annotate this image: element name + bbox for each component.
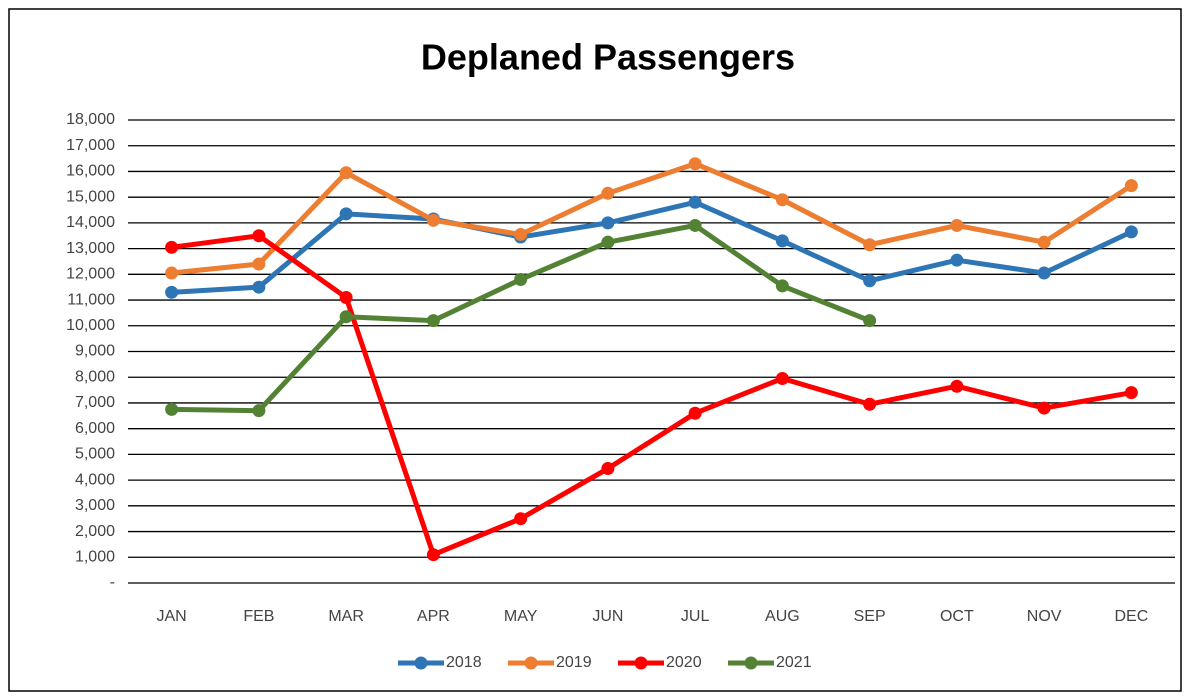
data-point xyxy=(688,218,702,232)
data-point xyxy=(165,402,179,416)
legend-marker xyxy=(744,656,758,670)
data-point xyxy=(252,257,266,271)
data-point xyxy=(601,235,615,249)
y-tick-label: 1,000 xyxy=(75,548,115,565)
y-tick-label: 3,000 xyxy=(75,497,115,514)
series-line xyxy=(171,161,1133,276)
data-point xyxy=(688,195,702,209)
data-point xyxy=(1124,386,1138,400)
data-point xyxy=(426,314,440,328)
x-tick-label: NOV xyxy=(1027,608,1062,625)
y-tick-label: 9,000 xyxy=(75,343,115,360)
x-tick-label: MAY xyxy=(504,608,538,625)
x-tick-label: MAR xyxy=(328,608,364,625)
data-point xyxy=(339,290,353,304)
y-tick-label: 2,000 xyxy=(75,523,115,540)
data-point xyxy=(165,240,179,254)
chart-frame xyxy=(8,8,1182,692)
x-tick-label: JUN xyxy=(592,608,623,625)
data-point xyxy=(950,253,964,267)
data-point xyxy=(1037,235,1051,249)
y-tick-label: - xyxy=(110,574,115,591)
data-point xyxy=(426,213,440,227)
data-point xyxy=(252,404,266,418)
data-point xyxy=(426,548,440,562)
data-point xyxy=(775,193,789,207)
x-tick-label: JAN xyxy=(157,608,187,625)
y-tick-label: 18,000 xyxy=(66,111,115,128)
data-point xyxy=(1037,266,1051,280)
y-tick-label: 15,000 xyxy=(66,188,115,205)
x-tick-label: FEB xyxy=(243,608,274,625)
data-point xyxy=(339,166,353,180)
x-tick-label: AUG xyxy=(765,608,800,625)
y-tick-label: 6,000 xyxy=(75,420,115,437)
x-tick-label: OCT xyxy=(940,608,974,625)
data-point xyxy=(601,186,615,200)
y-tick-label: 7,000 xyxy=(75,394,115,411)
y-tick-label: 14,000 xyxy=(66,214,115,231)
data-point xyxy=(339,207,353,221)
legend-marker xyxy=(634,656,648,670)
x-tick-label: SEP xyxy=(854,608,886,625)
series-line xyxy=(171,199,1133,295)
data-point xyxy=(252,280,266,294)
legend-marker xyxy=(414,656,428,670)
data-point xyxy=(339,310,353,324)
data-point xyxy=(514,272,528,286)
data-point xyxy=(1037,401,1051,415)
chart-title: Deplaned Passengers xyxy=(421,37,795,78)
y-tick-label: 8,000 xyxy=(75,368,115,385)
legend-label: 2021 xyxy=(776,654,812,671)
data-point xyxy=(165,285,179,299)
x-tick-label: DEC xyxy=(1114,608,1148,625)
data-point xyxy=(863,397,877,411)
data-point xyxy=(950,218,964,232)
data-point xyxy=(950,379,964,393)
y-tick-label: 17,000 xyxy=(66,137,115,154)
y-tick-label: 5,000 xyxy=(75,446,115,463)
y-tick-label: 10,000 xyxy=(66,317,115,334)
data-point xyxy=(601,216,615,230)
y-tick-label: 12,000 xyxy=(66,266,115,283)
data-point xyxy=(252,229,266,243)
data-point xyxy=(688,157,702,171)
legend-label: 2018 xyxy=(446,654,482,671)
data-point xyxy=(775,279,789,293)
legend-label: 2019 xyxy=(556,654,592,671)
x-tick-label: JUL xyxy=(681,608,710,625)
data-point xyxy=(775,234,789,248)
y-tick-label: 16,000 xyxy=(66,163,115,180)
legend-marker xyxy=(524,656,538,670)
data-point xyxy=(514,227,528,241)
y-tick-label: 11,000 xyxy=(67,291,115,308)
data-point xyxy=(1124,225,1138,239)
data-point xyxy=(775,372,789,386)
data-point xyxy=(165,266,179,280)
y-tick-label: 4,000 xyxy=(75,471,115,488)
y-tick-label: 13,000 xyxy=(66,240,115,257)
data-point xyxy=(863,314,877,328)
data-point xyxy=(601,462,615,476)
data-point xyxy=(1124,179,1138,193)
data-point xyxy=(863,238,877,252)
legend-label: 2020 xyxy=(666,654,702,671)
data-point xyxy=(514,512,528,526)
x-tick-label: APR xyxy=(417,608,450,625)
data-point xyxy=(688,406,702,420)
series-line xyxy=(171,233,1132,558)
data-point xyxy=(863,274,877,288)
